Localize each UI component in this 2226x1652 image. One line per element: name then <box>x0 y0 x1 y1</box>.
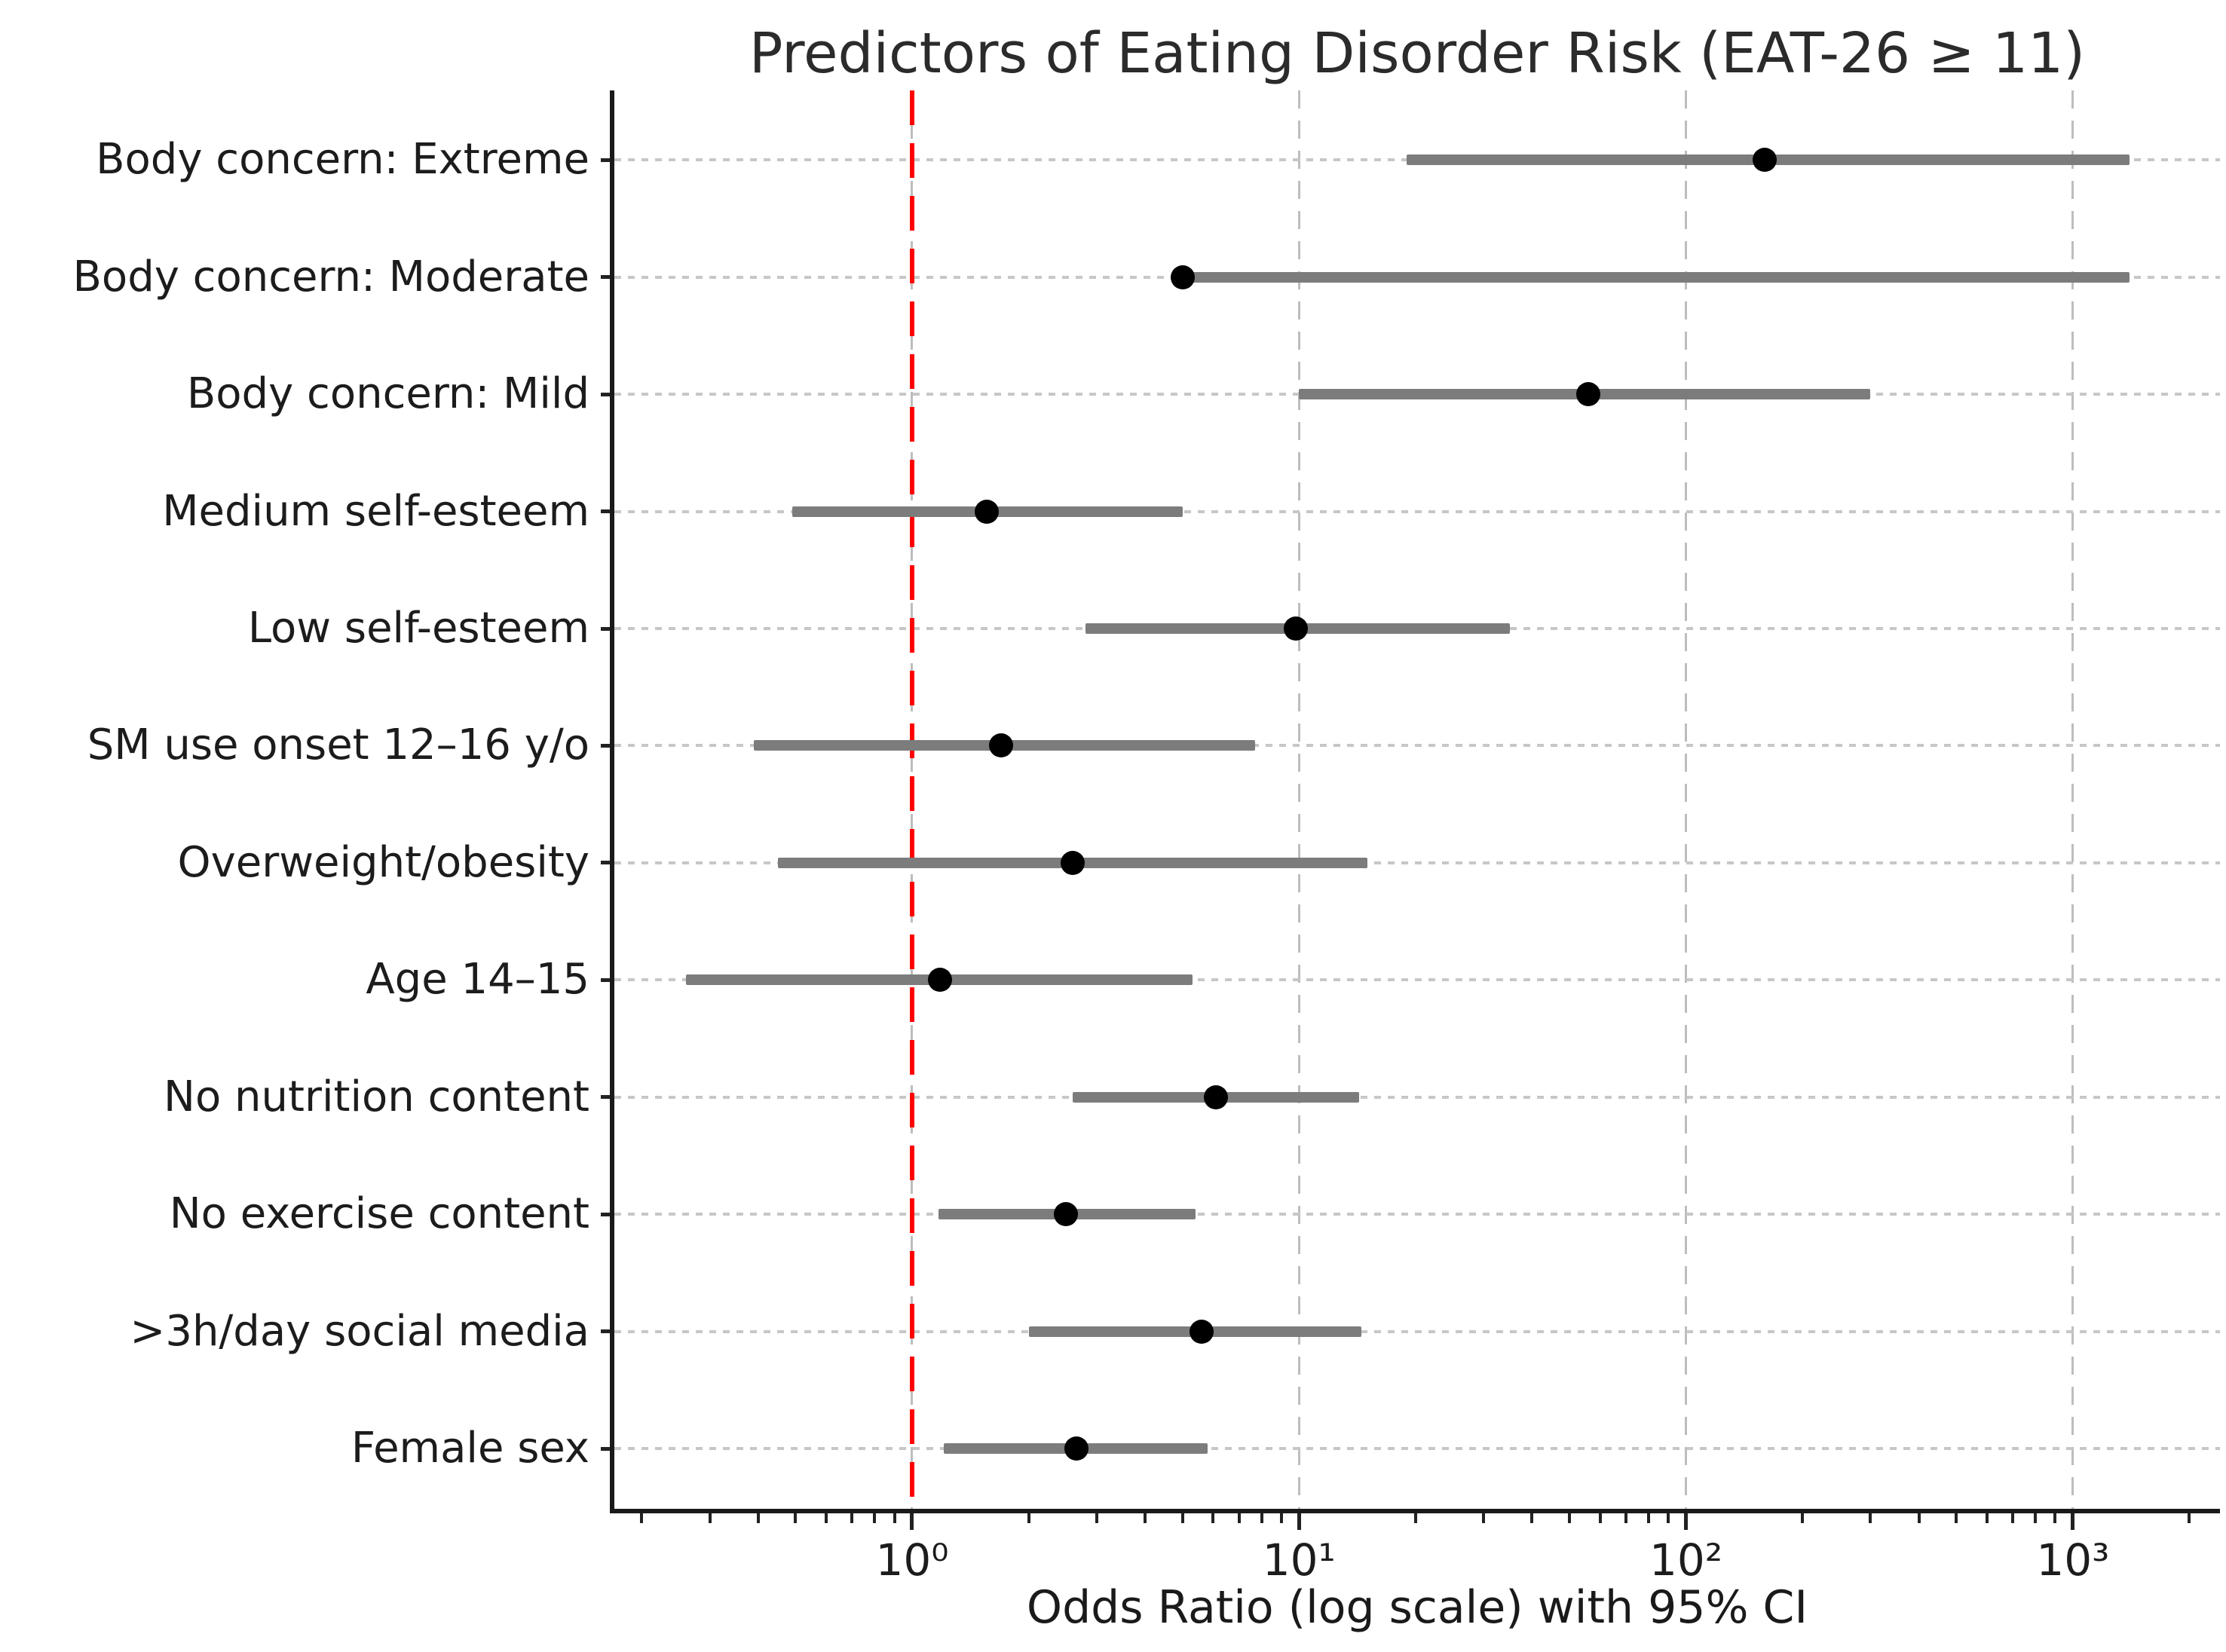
y-tick <box>601 1095 614 1100</box>
or-point <box>1204 1085 1229 1109</box>
y-tick <box>601 158 614 162</box>
or-point <box>1576 382 1601 407</box>
x-tick-label: 10⁰ <box>875 1534 949 1586</box>
y-tick <box>601 626 614 631</box>
x-minor-tick <box>825 1513 828 1523</box>
y-category-label: Body concern: Extreme <box>96 135 589 185</box>
row-gridline <box>614 509 2220 513</box>
x-minor-tick <box>640 1513 644 1523</box>
row-gridline <box>614 1095 2220 1099</box>
or-point <box>1753 148 1777 173</box>
x-tick-label: 10² <box>1649 1534 1723 1586</box>
x-tick-label: 10³ <box>2036 1534 2110 1586</box>
decade-gridline <box>1297 90 1300 1509</box>
x-minor-tick <box>1598 1513 1602 1523</box>
y-category-label: Age 14–15 <box>366 955 589 1005</box>
chart-title: Predictors of Eating Disorder Risk (EAT-… <box>749 21 2086 86</box>
y-tick <box>601 509 614 514</box>
x-minor-tick <box>2011 1513 2015 1523</box>
or-point <box>1283 616 1308 641</box>
y-category-label: No nutrition content <box>164 1072 589 1121</box>
x-minor-tick <box>850 1513 854 1523</box>
decade-gridline <box>2071 90 2074 1509</box>
y-category-label: Body concern: Mild <box>186 369 589 419</box>
x-minor-tick <box>1482 1513 1486 1523</box>
x-minor-tick <box>1237 1513 1241 1523</box>
or-point <box>927 968 952 993</box>
x-minor-tick <box>1027 1513 1030 1523</box>
y-category-label: Body concern: Moderate <box>72 252 589 301</box>
x-minor-tick <box>756 1513 760 1523</box>
x-minor-tick <box>1279 1513 1283 1523</box>
x-axis-label: Odds Ratio (log scale) with 95% CI <box>1026 1581 1808 1634</box>
x-minor-tick <box>1144 1513 1147 1523</box>
x-minor-tick <box>1413 1513 1417 1523</box>
x-minor-tick <box>1801 1513 1805 1523</box>
y-tick <box>601 1446 614 1451</box>
or-point <box>989 733 1014 758</box>
y-tick <box>601 275 614 280</box>
y-category-label: No exercise content <box>169 1189 589 1239</box>
y-tick <box>601 392 614 396</box>
y-tick <box>601 1329 614 1334</box>
x-major-tick <box>1297 1513 1301 1530</box>
or-point <box>1054 1202 1079 1227</box>
x-minor-tick <box>2053 1513 2057 1523</box>
y-category-label: SM use onset 12–16 y/o <box>87 720 589 770</box>
y-tick <box>601 977 614 982</box>
x-minor-tick <box>1180 1513 1184 1523</box>
y-category-label: Female sex <box>351 1424 589 1473</box>
or-point <box>1170 265 1195 289</box>
y-category-label: Overweight/obesity <box>177 837 589 887</box>
x-minor-tick <box>1260 1513 1263 1523</box>
x-minor-tick <box>1955 1513 1958 1523</box>
x-minor-tick <box>1985 1513 1989 1523</box>
x-major-tick <box>910 1513 914 1530</box>
y-category-label: >3h/day social media <box>130 1306 589 1356</box>
or-point <box>1064 1436 1089 1461</box>
x-minor-tick <box>893 1513 896 1523</box>
x-minor-tick <box>1095 1513 1098 1523</box>
or-point <box>1190 1319 1214 1344</box>
x-minor-tick <box>1667 1513 1670 1523</box>
x-minor-tick <box>1530 1513 1534 1523</box>
x-minor-tick <box>1624 1513 1628 1523</box>
reference-line-or1 <box>909 90 914 1509</box>
y-tick <box>601 1212 614 1216</box>
x-minor-tick <box>1646 1513 1650 1523</box>
or-point <box>975 499 1000 524</box>
x-minor-tick <box>873 1513 877 1523</box>
ci-bar <box>1175 271 2130 283</box>
x-major-tick <box>2071 1513 2075 1530</box>
x-tick-label: 10¹ <box>1262 1534 1336 1586</box>
x-minor-tick <box>708 1513 712 1523</box>
x-axis-spine <box>610 1509 2220 1513</box>
row-gridline <box>614 1329 2220 1333</box>
x-minor-tick <box>2188 1513 2191 1523</box>
row-gridline <box>614 978 2220 982</box>
x-minor-tick <box>1211 1513 1215 1523</box>
x-minor-tick <box>794 1513 798 1523</box>
row-gridline <box>614 744 2220 748</box>
x-minor-tick <box>1568 1513 1572 1523</box>
x-minor-tick <box>1917 1513 1921 1523</box>
row-gridline <box>614 861 2220 864</box>
row-gridline <box>614 1447 2220 1451</box>
x-minor-tick <box>2034 1513 2038 1523</box>
row-gridline <box>614 1213 2220 1216</box>
y-tick <box>601 743 614 748</box>
x-major-tick <box>1684 1513 1689 1530</box>
y-category-label: Medium self-esteem <box>162 486 589 536</box>
or-point <box>1060 850 1085 875</box>
decade-gridline <box>1685 90 1688 1509</box>
y-tick <box>601 861 614 865</box>
y-category-label: Low self-esteem <box>247 604 589 653</box>
y-axis-spine <box>610 90 614 1513</box>
x-minor-tick <box>1869 1513 1872 1523</box>
